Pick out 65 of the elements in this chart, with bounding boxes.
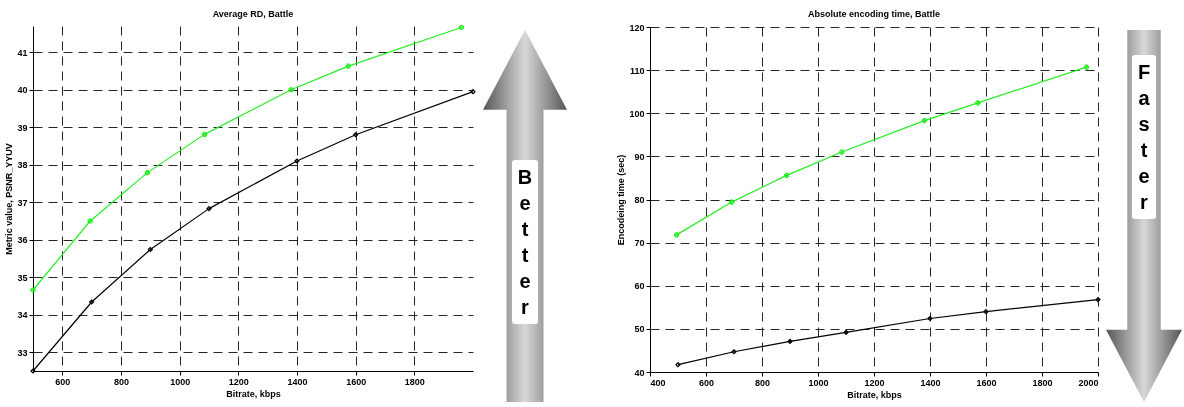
y-tick-label: 35 — [17, 272, 28, 283]
point — [147, 246, 153, 253]
point — [674, 232, 680, 238]
x-tick-label: 1000 — [808, 377, 829, 388]
x-tick-label: 800 — [113, 376, 130, 387]
y-tick-label: 34 — [17, 310, 28, 321]
chart-title: Absolute encoding time, Battle — [807, 9, 941, 19]
x-tick-label: 400 — [650, 377, 666, 388]
point — [353, 132, 359, 138]
x-axis-title: Bitrate, kbps — [847, 389, 902, 400]
point — [839, 149, 845, 155]
x-tick-label: 800 — [754, 377, 771, 388]
point — [1095, 296, 1101, 303]
x-tick-label: 1800 — [404, 376, 425, 387]
point — [983, 309, 989, 315]
point — [87, 218, 93, 224]
point — [89, 299, 95, 305]
x-tick-label: 1400 — [920, 377, 941, 388]
line-series — [674, 64, 1090, 238]
point — [843, 329, 849, 335]
point — [288, 87, 294, 93]
y-axis-title: Encodeing time (sec) — [616, 154, 627, 246]
text: Better — [516, 165, 534, 320]
x-tick-label: 1800 — [1032, 377, 1053, 388]
x-tick-label: 1600 — [976, 377, 997, 388]
y-tick-label: 70 — [634, 238, 645, 249]
point — [927, 315, 933, 322]
y-tick-label: 90 — [634, 151, 645, 162]
text: Faster — [1136, 60, 1152, 215]
point — [787, 338, 793, 344]
y-tick-label: 38 — [17, 160, 28, 171]
chart-title: Average RD, Battle — [212, 9, 294, 20]
y-tick-label: 33 — [17, 347, 28, 358]
y-tick-label: 50 — [634, 324, 645, 335]
x-tick-label: 600 — [55, 376, 71, 387]
y-tick-label: 40 — [17, 85, 28, 96]
point — [345, 63, 351, 69]
x-tick-label: 1600 — [346, 376, 367, 387]
y-tick-label: 41 — [17, 47, 28, 58]
y-axis-title: Metric value, PSNR_YYUV — [4, 143, 15, 255]
y-tick-label: 80 — [634, 195, 645, 205]
y-tick-label: 120 — [629, 22, 645, 33]
y-tick-label: 37 — [17, 197, 28, 208]
point — [470, 89, 476, 95]
x-tick-label: 1400 — [287, 376, 308, 387]
point — [675, 362, 681, 368]
y-tick-label: 36 — [17, 235, 28, 246]
y-tick-label: 100 — [629, 108, 645, 119]
x-tick-label: 1000 — [170, 376, 191, 387]
x-tick-label: 2000 — [1078, 377, 1099, 388]
point — [1083, 64, 1090, 70]
point — [731, 349, 737, 355]
y-tick-label: 39 — [17, 122, 28, 133]
x-tick-label: 1200 — [228, 376, 249, 387]
point — [729, 199, 735, 205]
x-tick-label: 1200 — [864, 377, 885, 388]
y-tick-label: 40 — [634, 367, 645, 378]
y-tick-label: 60 — [634, 281, 645, 292]
point — [458, 24, 464, 31]
x-axis-title: Bitrate, kbps — [226, 388, 281, 399]
x-tick-label: 600 — [698, 377, 715, 388]
point — [206, 206, 212, 212]
point — [975, 100, 981, 106]
y-tick-label: 110 — [629, 65, 645, 76]
point — [30, 287, 36, 293]
